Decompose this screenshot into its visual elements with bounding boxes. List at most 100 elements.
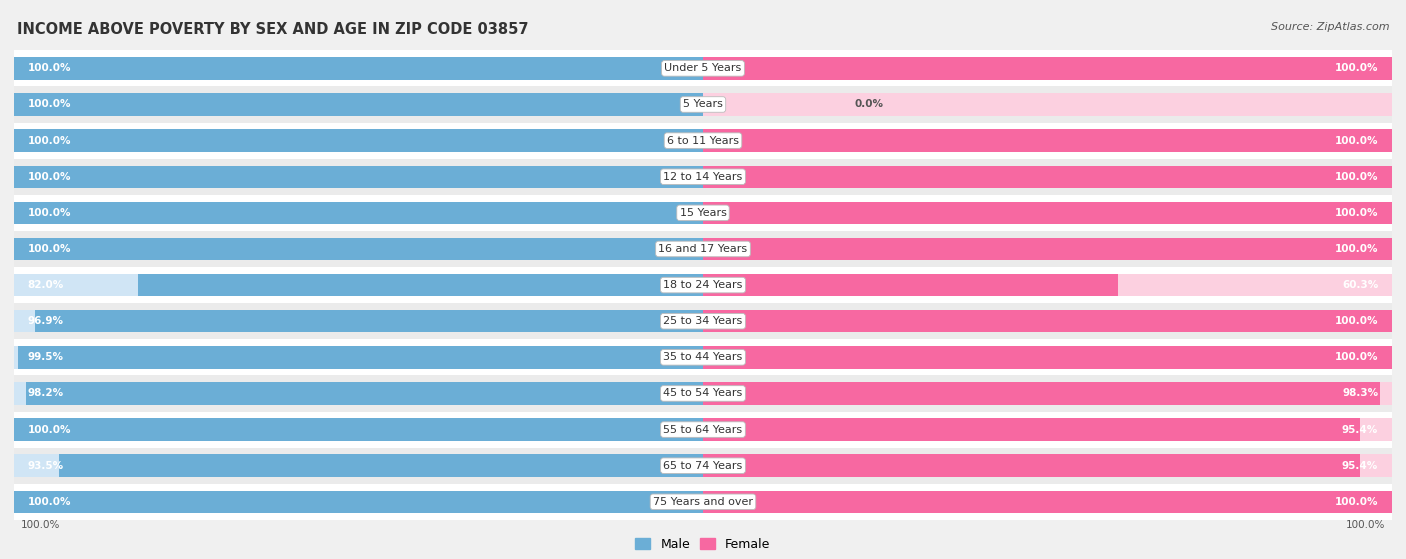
- Bar: [703, 454, 1392, 477]
- Bar: [14, 238, 703, 260]
- Text: 100.0%: 100.0%: [21, 520, 60, 530]
- Bar: [14, 238, 703, 260]
- Bar: [703, 93, 1392, 116]
- Bar: [703, 491, 1392, 513]
- Text: 0.0%: 0.0%: [855, 100, 883, 110]
- Text: INCOME ABOVE POVERTY BY SEX AND AGE IN ZIP CODE 03857: INCOME ABOVE POVERTY BY SEX AND AGE IN Z…: [17, 22, 529, 37]
- Text: 100.0%: 100.0%: [28, 244, 72, 254]
- Text: Under 5 Years: Under 5 Years: [665, 63, 741, 73]
- Text: 35 to 44 Years: 35 to 44 Years: [664, 352, 742, 362]
- Bar: [35, 310, 703, 333]
- Text: 15 Years: 15 Years: [679, 208, 727, 218]
- Bar: [59, 454, 703, 477]
- Bar: [14, 57, 703, 79]
- Text: 55 to 64 Years: 55 to 64 Years: [664, 425, 742, 434]
- Text: 75 Years and over: 75 Years and over: [652, 497, 754, 507]
- Bar: [14, 202, 703, 224]
- Bar: [14, 231, 1392, 267]
- Text: 100.0%: 100.0%: [1334, 244, 1378, 254]
- Bar: [703, 418, 1360, 440]
- Bar: [14, 57, 703, 79]
- Bar: [703, 202, 1392, 224]
- Bar: [14, 454, 703, 477]
- Text: 6 to 11 Years: 6 to 11 Years: [666, 136, 740, 145]
- Bar: [17, 346, 703, 368]
- Bar: [703, 130, 1392, 152]
- Text: 98.2%: 98.2%: [28, 389, 63, 399]
- Bar: [14, 491, 703, 513]
- Text: 18 to 24 Years: 18 to 24 Years: [664, 280, 742, 290]
- Text: 100.0%: 100.0%: [28, 497, 72, 507]
- Bar: [703, 238, 1392, 260]
- Text: 98.3%: 98.3%: [1343, 389, 1378, 399]
- Bar: [14, 195, 1392, 231]
- Bar: [703, 274, 1118, 296]
- Bar: [138, 274, 703, 296]
- Bar: [14, 339, 1392, 376]
- Text: 16 and 17 Years: 16 and 17 Years: [658, 244, 748, 254]
- Bar: [703, 57, 1392, 79]
- Text: 100.0%: 100.0%: [1334, 136, 1378, 145]
- Text: 60.3%: 60.3%: [1341, 280, 1378, 290]
- Bar: [14, 130, 703, 152]
- Text: 100.0%: 100.0%: [28, 100, 72, 110]
- Text: 93.5%: 93.5%: [28, 461, 63, 471]
- Text: 100.0%: 100.0%: [1334, 352, 1378, 362]
- Bar: [703, 382, 1381, 405]
- Bar: [14, 310, 703, 333]
- Bar: [703, 165, 1392, 188]
- Text: 5 Years: 5 Years: [683, 100, 723, 110]
- Text: 12 to 14 Years: 12 to 14 Years: [664, 172, 742, 182]
- Text: 82.0%: 82.0%: [28, 280, 65, 290]
- Bar: [14, 130, 703, 152]
- Text: 100.0%: 100.0%: [28, 172, 72, 182]
- Text: Source: ZipAtlas.com: Source: ZipAtlas.com: [1271, 22, 1389, 32]
- Bar: [703, 310, 1392, 333]
- Bar: [703, 57, 1392, 79]
- Bar: [14, 122, 1392, 159]
- Bar: [14, 93, 703, 116]
- Bar: [14, 411, 1392, 448]
- Bar: [14, 202, 703, 224]
- Bar: [14, 382, 703, 405]
- Bar: [14, 267, 1392, 303]
- Bar: [703, 491, 1392, 513]
- Bar: [703, 346, 1392, 368]
- Bar: [14, 87, 1392, 122]
- Text: 95.4%: 95.4%: [1341, 425, 1378, 434]
- Bar: [703, 418, 1392, 440]
- Bar: [14, 165, 703, 188]
- Text: 100.0%: 100.0%: [1334, 208, 1378, 218]
- Text: 99.5%: 99.5%: [28, 352, 63, 362]
- Bar: [14, 346, 703, 368]
- Bar: [703, 454, 1360, 477]
- Bar: [14, 491, 703, 513]
- Text: 100.0%: 100.0%: [1334, 172, 1378, 182]
- Text: 45 to 54 Years: 45 to 54 Years: [664, 389, 742, 399]
- Text: 100.0%: 100.0%: [1334, 316, 1378, 326]
- Bar: [703, 346, 1392, 368]
- Text: 95.4%: 95.4%: [1341, 461, 1378, 471]
- Bar: [14, 418, 703, 440]
- Bar: [14, 165, 703, 188]
- Bar: [703, 202, 1392, 224]
- Bar: [14, 93, 703, 116]
- Bar: [14, 159, 1392, 195]
- Text: 65 to 74 Years: 65 to 74 Years: [664, 461, 742, 471]
- Text: 100.0%: 100.0%: [1346, 520, 1385, 530]
- Bar: [27, 382, 703, 405]
- Text: 100.0%: 100.0%: [28, 208, 72, 218]
- Bar: [14, 274, 703, 296]
- Text: 100.0%: 100.0%: [1334, 497, 1378, 507]
- Bar: [14, 50, 1392, 87]
- Bar: [14, 376, 1392, 411]
- Legend: Male, Female: Male, Female: [630, 533, 776, 556]
- Bar: [14, 418, 703, 440]
- Bar: [703, 310, 1392, 333]
- Bar: [703, 238, 1392, 260]
- Bar: [703, 130, 1392, 152]
- Bar: [703, 274, 1392, 296]
- Bar: [14, 484, 1392, 520]
- Text: 100.0%: 100.0%: [28, 425, 72, 434]
- Bar: [703, 382, 1392, 405]
